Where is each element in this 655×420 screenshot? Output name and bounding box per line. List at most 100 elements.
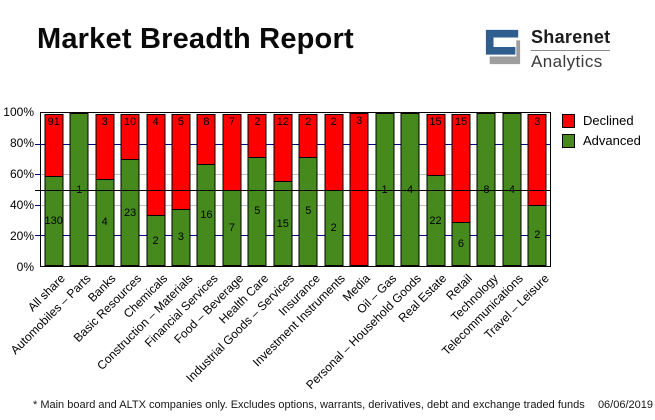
footer: * Main board and ALTX companies only. Ex… <box>33 399 653 411</box>
bar-advanced-segment: 5 <box>247 156 267 266</box>
bar-declined-segment: 12 <box>273 114 293 182</box>
advanced-count-label: 2 <box>152 234 159 247</box>
legend-label-declined: Declined <box>583 113 634 128</box>
advanced-count-label: 5 <box>254 205 261 218</box>
bar-advanced-segment: 7 <box>222 189 242 266</box>
bar-advanced-segment: 15 <box>273 181 293 266</box>
y-axis-label-40pct: 40% <box>9 198 34 212</box>
bar-declined-segment: 15 <box>426 114 446 177</box>
declined-count-label: 15 <box>454 116 468 129</box>
bar-declined-segment: 5 <box>171 114 191 210</box>
advanced-count-label: 4 <box>101 216 108 229</box>
legend: Declined Advanced <box>562 113 641 153</box>
bar-declined-segment: 3 <box>95 114 115 180</box>
bar-declined-segment: 8 <box>196 114 216 165</box>
bar-declined-segment: 4 <box>146 114 166 216</box>
y-tick-40pct <box>35 204 40 206</box>
legend-item-declined: Declined <box>562 113 641 128</box>
bar-all-share: 91 130 <box>44 113 64 266</box>
plot-area: 9113013410234253816772512152522314152215… <box>35 112 551 267</box>
sharenet-logo-icon <box>485 29 521 65</box>
y-axis-label-60pct: 60% <box>9 167 34 181</box>
bar-declined-segment: 10 <box>120 114 140 161</box>
bar-declined-segment: 2 <box>324 114 344 191</box>
bar-advanced-segment: 4 <box>95 178 115 266</box>
advanced-count-label: 15 <box>276 217 289 230</box>
report-date: 06/06/2019 <box>597 399 653 411</box>
y-axis-label-80pct: 80% <box>9 136 34 150</box>
bar-industrial-goods-services: 12 15 <box>273 113 293 266</box>
gridline-80pct <box>41 143 550 145</box>
declined-count-label: 2 <box>330 116 337 128</box>
reference-line-50pct <box>41 189 550 191</box>
declined-count-label: 91 <box>47 116 60 128</box>
advanced-count-label: 22 <box>429 214 442 227</box>
declined-count-label: 3 <box>101 116 108 129</box>
declined-count-label: 15 <box>429 116 442 129</box>
bar-advanced-segment: 2 <box>146 215 166 266</box>
y-axis-label-0pct: 0% <box>16 260 34 274</box>
bar-declined-segment: 7 <box>222 114 242 191</box>
legend-item-advanced: Advanced <box>562 133 641 148</box>
bar-advanced-segment: 2 <box>324 189 344 266</box>
advanced-count-label: 2 <box>330 221 337 234</box>
bar-declined-segment: 3 <box>527 114 547 206</box>
advanced-count-label: 7 <box>228 221 235 234</box>
declined-count-label: 12 <box>276 116 289 129</box>
gridline-60pct <box>41 174 550 176</box>
legend-label-advanced: Advanced <box>583 133 641 148</box>
brand-logo: Sharenet Analytics <box>484 27 611 71</box>
bar-declined-segment: 2 <box>298 114 318 158</box>
declined-count-label: 2 <box>305 116 312 129</box>
declined-count-label: 7 <box>228 116 235 128</box>
legend-swatch-declined <box>562 113 575 128</box>
declined-count-label: 8 <box>203 116 210 128</box>
y-tick-20pct <box>35 235 40 237</box>
gridline-40pct <box>41 204 550 206</box>
declined-count-label: 3 <box>534 116 541 129</box>
declined-count-label: 3 <box>356 115 363 127</box>
bars-container: 9113013410234253816772512152522314152215… <box>41 113 550 266</box>
bar-group-retail: 15 6 <box>448 113 473 266</box>
declined-count-label: 2 <box>254 116 261 129</box>
bar-group-industrial-goods-services: 12 15 <box>270 113 295 266</box>
bar-advanced-segment: 16 <box>196 164 216 266</box>
bar-advanced-segment: 6 <box>451 222 471 266</box>
advanced-count-label: 2 <box>534 229 541 242</box>
advanced-count-label: 23 <box>123 206 137 219</box>
bar-group-all-share: 91 130 <box>41 113 66 266</box>
y-axis-label-20pct: 20% <box>9 229 34 243</box>
bar-declined-segment: 15 <box>451 114 471 224</box>
brand-text: Sharenet Analytics <box>531 27 611 71</box>
bar-basic-resources: 10 23 <box>120 113 140 266</box>
bar-advanced-segment: 2 <box>527 204 547 266</box>
advanced-count-label: 16 <box>200 209 213 221</box>
y-axis-label-100pct: 100% <box>3 105 34 119</box>
bar-advanced-segment: 3 <box>171 208 191 266</box>
brand-name: Sharenet <box>531 27 611 51</box>
bar-advanced-segment: 22 <box>426 175 446 266</box>
advanced-count-label: 6 <box>457 238 465 251</box>
advanced-count-label: 5 <box>305 205 312 218</box>
advanced-count-label: 130 <box>44 215 63 227</box>
declined-count-label: 4 <box>152 116 159 128</box>
advanced-count-label: 3 <box>177 231 185 244</box>
bar-retail: 15 6 <box>451 113 471 266</box>
declined-count-label: 5 <box>177 116 185 128</box>
footnote: * Main board and ALTX companies only. Ex… <box>33 399 585 411</box>
